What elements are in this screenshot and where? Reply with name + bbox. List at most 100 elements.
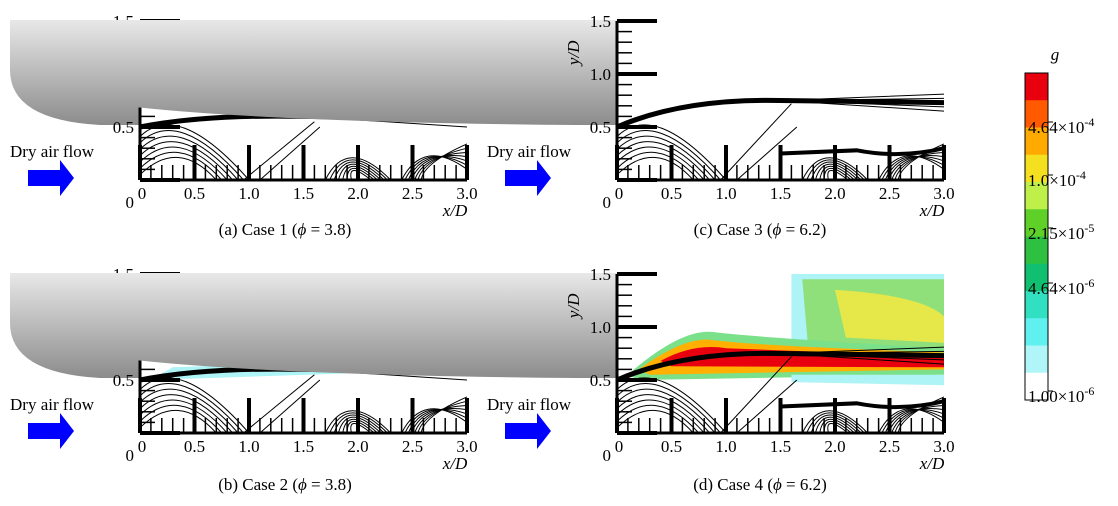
flow-label: Dry air flow (10, 395, 95, 414)
shock-line (720, 356, 798, 434)
contour-line (401, 155, 468, 181)
colorbar-segment (1025, 100, 1048, 128)
body-shape (10, 273, 617, 378)
body-shape (10, 20, 617, 125)
contour-line (881, 408, 945, 434)
flow-label: Dry air flow (10, 142, 95, 161)
shock-line (720, 103, 798, 181)
y-axis-label: y/D (564, 293, 583, 320)
contour-line (827, 422, 849, 434)
y-tick-label: 1.5 (590, 265, 611, 284)
colorbar-label: 4.64×10-4 (1028, 115, 1094, 137)
contour-fill (835, 289, 944, 343)
colorbar-exponent: -6 (1084, 384, 1094, 398)
colorbar-segment (1025, 127, 1048, 156)
y-tick-label: 0.5 (590, 118, 611, 137)
y-tick-label: 0 (603, 446, 612, 465)
contour-line (819, 165, 855, 181)
x-axis-label: x/D (919, 454, 945, 473)
colorbar-mantissa: 2.15×10 (1028, 224, 1084, 243)
x-tick-label: 3.0 (933, 437, 954, 456)
x-axis-label: x/D (442, 201, 468, 220)
contour-line (897, 396, 945, 434)
y-tick-label: 1.5 (590, 12, 611, 31)
colorbar-segment (1025, 73, 1048, 101)
colorbar-segment (1025, 209, 1048, 237)
contour-line (420, 143, 468, 181)
flow-label: Dry air flow (487, 395, 572, 414)
x-tick-label: 1.5 (770, 437, 791, 456)
contour-line (404, 155, 468, 181)
contour-line (350, 169, 372, 181)
contour-line (139, 377, 250, 434)
caption-text: = 6.2) (782, 475, 827, 494)
x-tick-label: 0.5 (661, 184, 682, 203)
contour-line (616, 409, 694, 434)
x-tick-label: 0 (138, 437, 147, 456)
contour-line (819, 418, 855, 434)
contour-line (616, 383, 721, 434)
colorbar-label: 2.15×10-5 (1028, 221, 1094, 243)
contour-line (616, 156, 694, 181)
panel-caption: (a) Case 1 (ϕ = 3.8) (219, 220, 352, 239)
caption-text: = 6.2) (781, 220, 826, 239)
contour-line (401, 408, 468, 434)
contour-line (420, 396, 468, 434)
contour-line (801, 410, 869, 434)
colorbar-label: 4.64×10-6 (1028, 276, 1094, 298)
layer-line (616, 93, 945, 128)
contour-line (891, 404, 945, 434)
contour-line (404, 408, 468, 434)
colorbar-title: g (1051, 45, 1060, 64)
caption-text: (a) Case 1 ( (219, 220, 298, 239)
contour-line (139, 156, 217, 181)
contour-line (814, 416, 859, 434)
colorbar-segment (1025, 291, 1048, 319)
contour-line (891, 151, 945, 181)
contour-line (337, 416, 382, 434)
contour-line (878, 408, 945, 434)
contour-line (350, 422, 372, 434)
x-tick-label: 1.0 (715, 437, 736, 456)
y-tick-label: 0.5 (590, 371, 611, 390)
x-tick-label: 1.0 (715, 184, 736, 203)
contour-line (616, 151, 700, 181)
caption-symbol: ϕ (773, 475, 782, 494)
shock-line (243, 121, 321, 181)
layer-line (615, 97, 945, 130)
x-tick-label: 1.5 (293, 437, 314, 456)
colorbar-segment (1025, 236, 1048, 265)
x-tick-label: 0 (615, 437, 624, 456)
bar-line (780, 399, 945, 410)
x-tick-label: 3.0 (933, 184, 954, 203)
panel: 0 0.5 1.0 1.5 2.0 2.5 3.0 0 0.5 1.0 1.5 y/D x/D Dry a… (10, 265, 955, 494)
x-tick-label: 0 (615, 184, 624, 203)
contour-line (324, 410, 392, 434)
colorbar-mantissa: 1.00×10 (1028, 387, 1084, 406)
contour-line (897, 143, 945, 181)
x-tick-label: 3.0 (456, 437, 477, 456)
contour-line (616, 404, 700, 434)
colorbar-mantissa: 1.0×10 (1028, 171, 1076, 190)
x-tick-label: 2.5 (879, 437, 900, 456)
x-tick-label: 2.0 (824, 437, 845, 456)
colorbar-segment (1025, 372, 1048, 401)
caption-text: = 3.8) (307, 475, 352, 494)
caption-text: = 3.8) (306, 220, 351, 239)
y-tick-label: 0.5 (113, 118, 134, 137)
contour-line (324, 157, 392, 181)
colorbar-segment (1025, 345, 1048, 374)
shock-line (243, 374, 321, 434)
contour-line (878, 155, 945, 181)
y-tick-label: 1.0 (590, 318, 611, 337)
panel-caption: (c) Case 3 (ϕ = 6.2) (694, 220, 827, 239)
y-axis-label: y/D (564, 40, 583, 67)
bar-line (780, 146, 945, 157)
flow-arrow (505, 413, 551, 449)
contour-line (801, 157, 869, 181)
contour-line (139, 404, 223, 434)
x-tick-label: 0.5 (184, 437, 205, 456)
contour-line (139, 409, 217, 434)
panel: 0 0.5 1.0 1.5 2.0 2.5 3.0 0 0.5 1.0 1.5 y/D x/D Dry a… (10, 12, 955, 239)
